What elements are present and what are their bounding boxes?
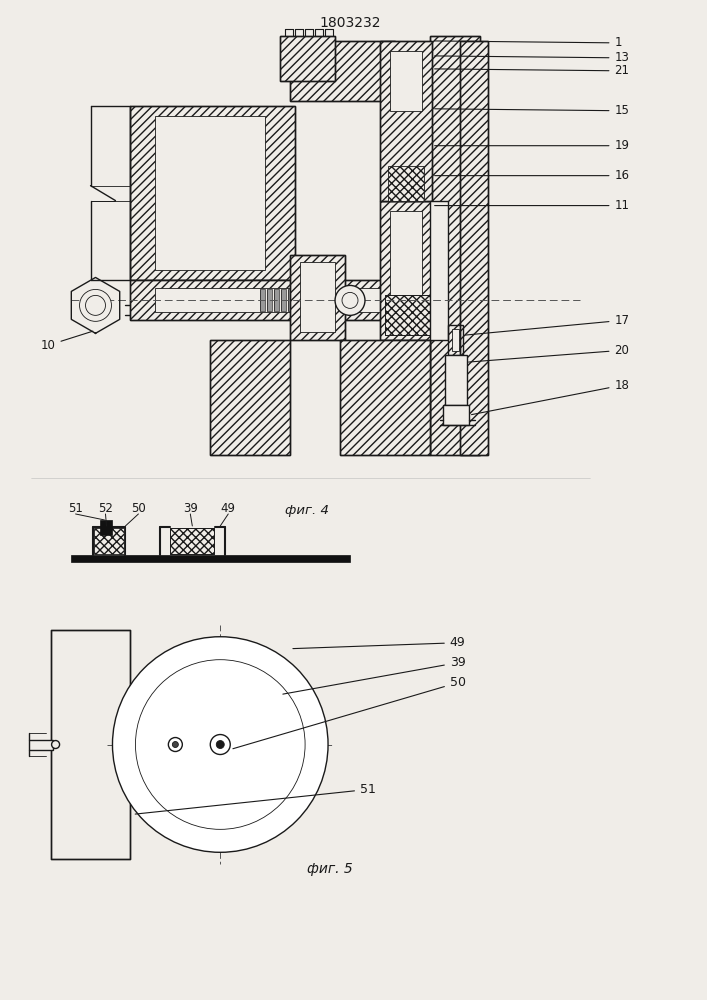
- Circle shape: [210, 735, 230, 754]
- Bar: [445, 355, 467, 405]
- Bar: [290, 255, 345, 340]
- Text: 50: 50: [233, 676, 466, 749]
- Bar: [290, 41, 395, 101]
- Bar: [288, 289, 293, 311]
- Circle shape: [112, 637, 328, 852]
- Bar: [309, 289, 314, 311]
- Bar: [351, 289, 356, 311]
- Bar: [430, 36, 480, 455]
- Circle shape: [80, 289, 112, 321]
- Text: 39: 39: [283, 656, 466, 694]
- Bar: [344, 289, 349, 311]
- Text: 1: 1: [435, 36, 622, 49]
- Bar: [210, 340, 290, 455]
- Circle shape: [335, 285, 365, 315]
- Bar: [280, 36, 335, 81]
- Bar: [443, 405, 469, 425]
- Text: 51: 51: [135, 783, 376, 814]
- Bar: [380, 201, 432, 340]
- Bar: [210, 340, 290, 455]
- Bar: [170, 528, 214, 554]
- Bar: [330, 289, 335, 311]
- Bar: [260, 289, 265, 311]
- Text: фиг. 5: фиг. 5: [307, 862, 353, 876]
- Circle shape: [216, 741, 224, 749]
- Polygon shape: [90, 106, 130, 280]
- Bar: [390, 51, 422, 111]
- Bar: [290, 41, 395, 101]
- Bar: [302, 289, 307, 311]
- Text: фиг. 4: фиг. 4: [285, 504, 329, 517]
- Bar: [385, 295, 430, 335]
- Bar: [340, 340, 430, 455]
- Bar: [51, 630, 130, 859]
- Bar: [430, 36, 480, 455]
- Bar: [380, 41, 432, 201]
- Bar: [130, 280, 425, 320]
- Text: 19: 19: [435, 139, 629, 152]
- Bar: [290, 255, 345, 340]
- Circle shape: [52, 741, 59, 749]
- Bar: [130, 106, 295, 280]
- Bar: [156, 116, 265, 270]
- Text: 10: 10: [41, 331, 93, 352]
- Circle shape: [136, 660, 305, 829]
- Circle shape: [168, 738, 182, 752]
- Bar: [340, 340, 430, 455]
- Bar: [460, 41, 488, 455]
- Bar: [316, 289, 321, 311]
- Text: 50: 50: [131, 502, 146, 515]
- Bar: [100, 520, 112, 535]
- Text: 21: 21: [435, 64, 629, 77]
- Bar: [267, 289, 272, 311]
- Text: 11: 11: [435, 199, 629, 212]
- Text: 17: 17: [465, 314, 629, 335]
- Bar: [93, 528, 124, 554]
- Bar: [448, 325, 463, 355]
- Bar: [337, 289, 342, 311]
- Text: 13: 13: [435, 51, 629, 64]
- Text: 51: 51: [68, 502, 83, 515]
- Bar: [280, 36, 335, 81]
- Bar: [452, 329, 459, 351]
- Bar: [130, 280, 425, 320]
- Bar: [388, 166, 424, 201]
- Bar: [295, 289, 300, 311]
- Text: 39: 39: [183, 502, 198, 515]
- Bar: [130, 106, 295, 280]
- Text: 49: 49: [293, 636, 466, 649]
- Bar: [156, 288, 395, 312]
- Bar: [380, 201, 432, 340]
- Text: 15: 15: [435, 104, 629, 117]
- Text: 52: 52: [98, 502, 113, 515]
- Bar: [71, 555, 350, 562]
- Circle shape: [342, 292, 358, 308]
- Bar: [460, 41, 488, 455]
- Bar: [170, 528, 214, 554]
- Text: 1803232: 1803232: [320, 16, 381, 30]
- Bar: [380, 41, 432, 201]
- Bar: [274, 289, 279, 311]
- Text: 18: 18: [472, 379, 629, 415]
- Circle shape: [173, 742, 178, 748]
- Bar: [29, 740, 52, 750]
- Bar: [390, 211, 422, 300]
- Bar: [430, 201, 448, 340]
- Bar: [323, 289, 328, 311]
- Bar: [281, 289, 286, 311]
- Text: 16: 16: [435, 169, 629, 182]
- Bar: [300, 262, 335, 332]
- Text: 49: 49: [221, 502, 235, 515]
- Text: 20: 20: [469, 344, 629, 362]
- Bar: [385, 295, 430, 335]
